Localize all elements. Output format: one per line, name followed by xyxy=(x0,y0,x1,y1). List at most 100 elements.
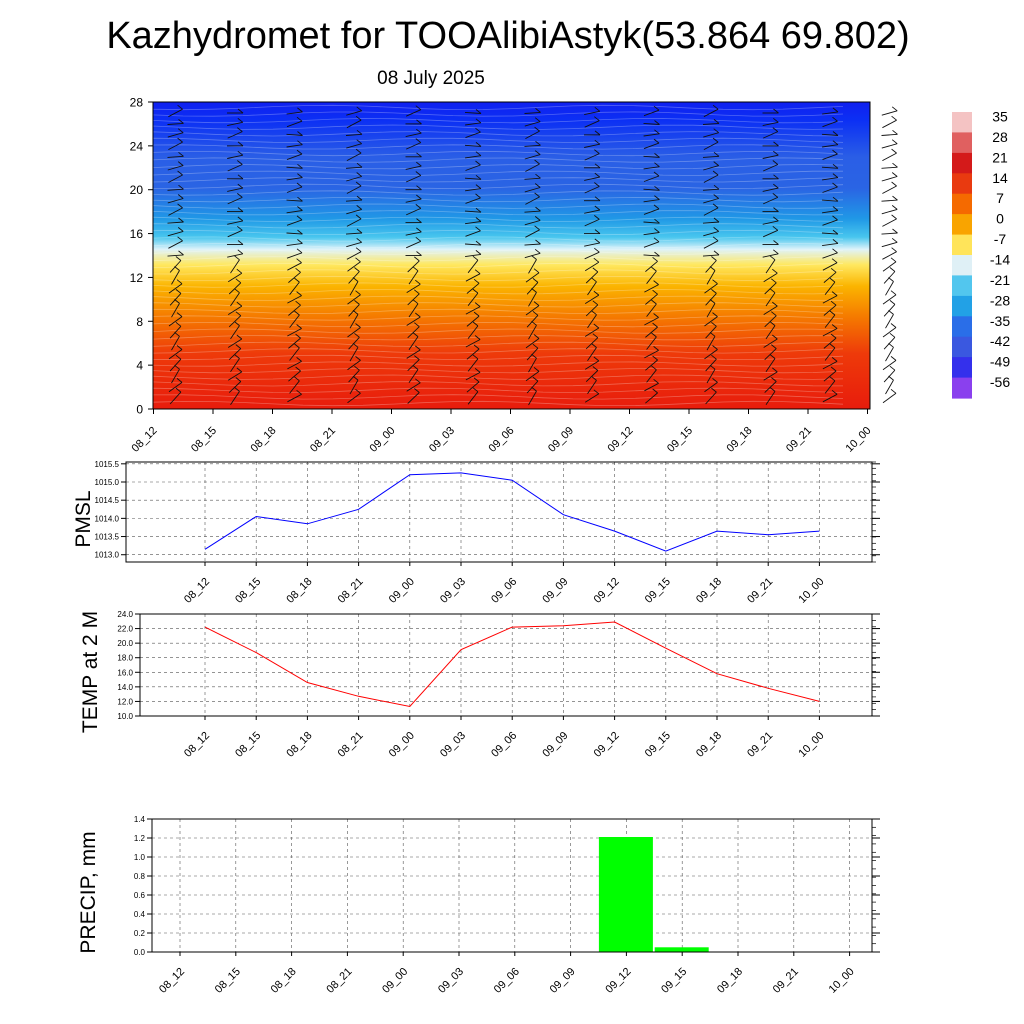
wind-barb xyxy=(230,292,240,307)
wind-barb xyxy=(704,316,718,327)
wind-barb xyxy=(525,305,540,316)
wind-barb-flag xyxy=(175,256,182,261)
colorbar-swatch xyxy=(952,152,972,174)
wind-barb-flag xyxy=(416,194,422,200)
wind-barb xyxy=(645,359,658,371)
contour-line xyxy=(152,111,844,117)
colorbar-label: -28 xyxy=(990,292,1010,308)
wind-barb-flag xyxy=(175,321,182,327)
precip-bar xyxy=(654,947,709,953)
wind-barb xyxy=(764,315,777,328)
wind-barb-flag xyxy=(297,163,303,169)
wind-barb-flag xyxy=(416,185,422,191)
wind-barb xyxy=(882,360,897,371)
heatmap-xtick-label: 10_00 xyxy=(844,425,874,455)
wind-barb-flag xyxy=(892,228,898,234)
heatmap-ytick-label: 28 xyxy=(130,96,144,110)
wind-barb xyxy=(230,391,240,405)
wind-barb-flag xyxy=(534,150,541,155)
wind-barb xyxy=(646,303,657,317)
wind-barb-flag xyxy=(769,321,776,326)
wind-barb-flag xyxy=(532,310,539,316)
wind-barb xyxy=(288,271,301,283)
wind-barb xyxy=(408,270,419,285)
wind-barb xyxy=(406,240,421,249)
wind-barb-flag xyxy=(594,238,601,244)
wind-barb xyxy=(227,121,243,127)
wind-barb xyxy=(882,152,897,161)
contour-line xyxy=(152,400,844,407)
wind-barb xyxy=(288,370,301,382)
wind-barb-flag xyxy=(534,117,541,123)
wind-barb-flag xyxy=(472,255,479,261)
wind-barb-flag xyxy=(237,207,244,212)
wind-barb xyxy=(823,337,837,349)
contour-line xyxy=(152,328,844,334)
wind-barb-flag xyxy=(592,333,599,339)
wind-barb-flag xyxy=(594,172,601,178)
wind-barb-flag xyxy=(890,388,897,394)
wind-barb xyxy=(822,295,838,304)
wind-barb xyxy=(585,337,599,350)
wind-barb-flag xyxy=(355,356,361,361)
wind-barb-flag xyxy=(773,216,779,222)
wind-barb xyxy=(525,130,540,139)
wind-barb xyxy=(702,254,720,257)
colorbar-label: -14 xyxy=(990,252,1010,268)
wind-barb xyxy=(286,144,303,148)
wind-barb xyxy=(167,198,184,204)
wind-barb xyxy=(882,294,897,305)
wind-barb-flag xyxy=(832,248,838,254)
heatmap-xtick-label: 08_15 xyxy=(189,425,219,455)
wind-barb-flag xyxy=(890,356,897,361)
temp-panel: 10.0 12.0 14.0 16.0 18.0 20.0 22.0 24.0 08_12 08_… xyxy=(79,610,880,760)
wind-barb-flag xyxy=(534,192,540,198)
wind-barb-flag xyxy=(593,389,600,395)
xtick-label: 09_12 xyxy=(603,966,633,996)
wind-barb xyxy=(645,326,658,338)
wind-barb xyxy=(406,175,421,183)
yaxis-title: PRECIP, mm xyxy=(77,831,100,953)
wind-barb xyxy=(167,254,184,257)
colorbar: 35 28 21 14 7 0 -7 -14 -21 -28 -35 -42 -49 -56 xyxy=(952,109,1010,399)
wind-barb xyxy=(287,295,302,304)
wind-barb xyxy=(705,260,717,273)
wind-barb-flag xyxy=(891,214,897,220)
wind-barb xyxy=(526,314,539,328)
wind-barb xyxy=(643,142,660,150)
wind-barb xyxy=(824,314,836,328)
heatmap-xtick-label: 09_12 xyxy=(606,425,636,455)
wind-barb-flag xyxy=(355,388,361,394)
wind-barb-flag xyxy=(831,357,838,362)
heatmap-ytick-label: 0 xyxy=(136,403,143,417)
wind-barb xyxy=(349,281,359,296)
wind-barb xyxy=(704,382,718,393)
wind-barb-flag xyxy=(653,237,660,243)
wind-barb-flag xyxy=(829,310,836,316)
wind-barb xyxy=(822,393,838,403)
wind-barb-flag xyxy=(773,183,779,189)
wind-barb-flag xyxy=(175,289,182,294)
wind-barb xyxy=(587,347,597,362)
wind-barb xyxy=(823,271,837,283)
wind-barb xyxy=(881,232,898,235)
ytick-label: 18.0 xyxy=(117,654,133,663)
wind-barb-flag xyxy=(412,332,419,337)
wind-barb-flag xyxy=(356,139,362,145)
wind-barb-flag xyxy=(237,141,244,147)
wind-barb-flag xyxy=(772,268,778,274)
wind-barb-flag xyxy=(654,228,660,233)
wind-barb-flag xyxy=(415,138,422,143)
wind-barb-flag xyxy=(294,343,300,349)
heatmap-panel: 0 4 8 12 16 20 24 28 08_12 08_15 08_18 08_21 09_00 09… xyxy=(130,96,898,455)
wind-barb-flag xyxy=(593,323,600,329)
wind-barb-flag xyxy=(414,322,420,328)
wind-barb xyxy=(169,293,182,306)
xtick-label: 09_12 xyxy=(592,730,622,760)
wind-barb xyxy=(286,120,303,128)
ytick-label: 1015.5 xyxy=(95,460,120,469)
wind-barb xyxy=(524,121,541,127)
wind-barb xyxy=(167,188,184,191)
wind-barb-flag xyxy=(713,119,720,124)
wind-barb-flag xyxy=(890,257,897,263)
